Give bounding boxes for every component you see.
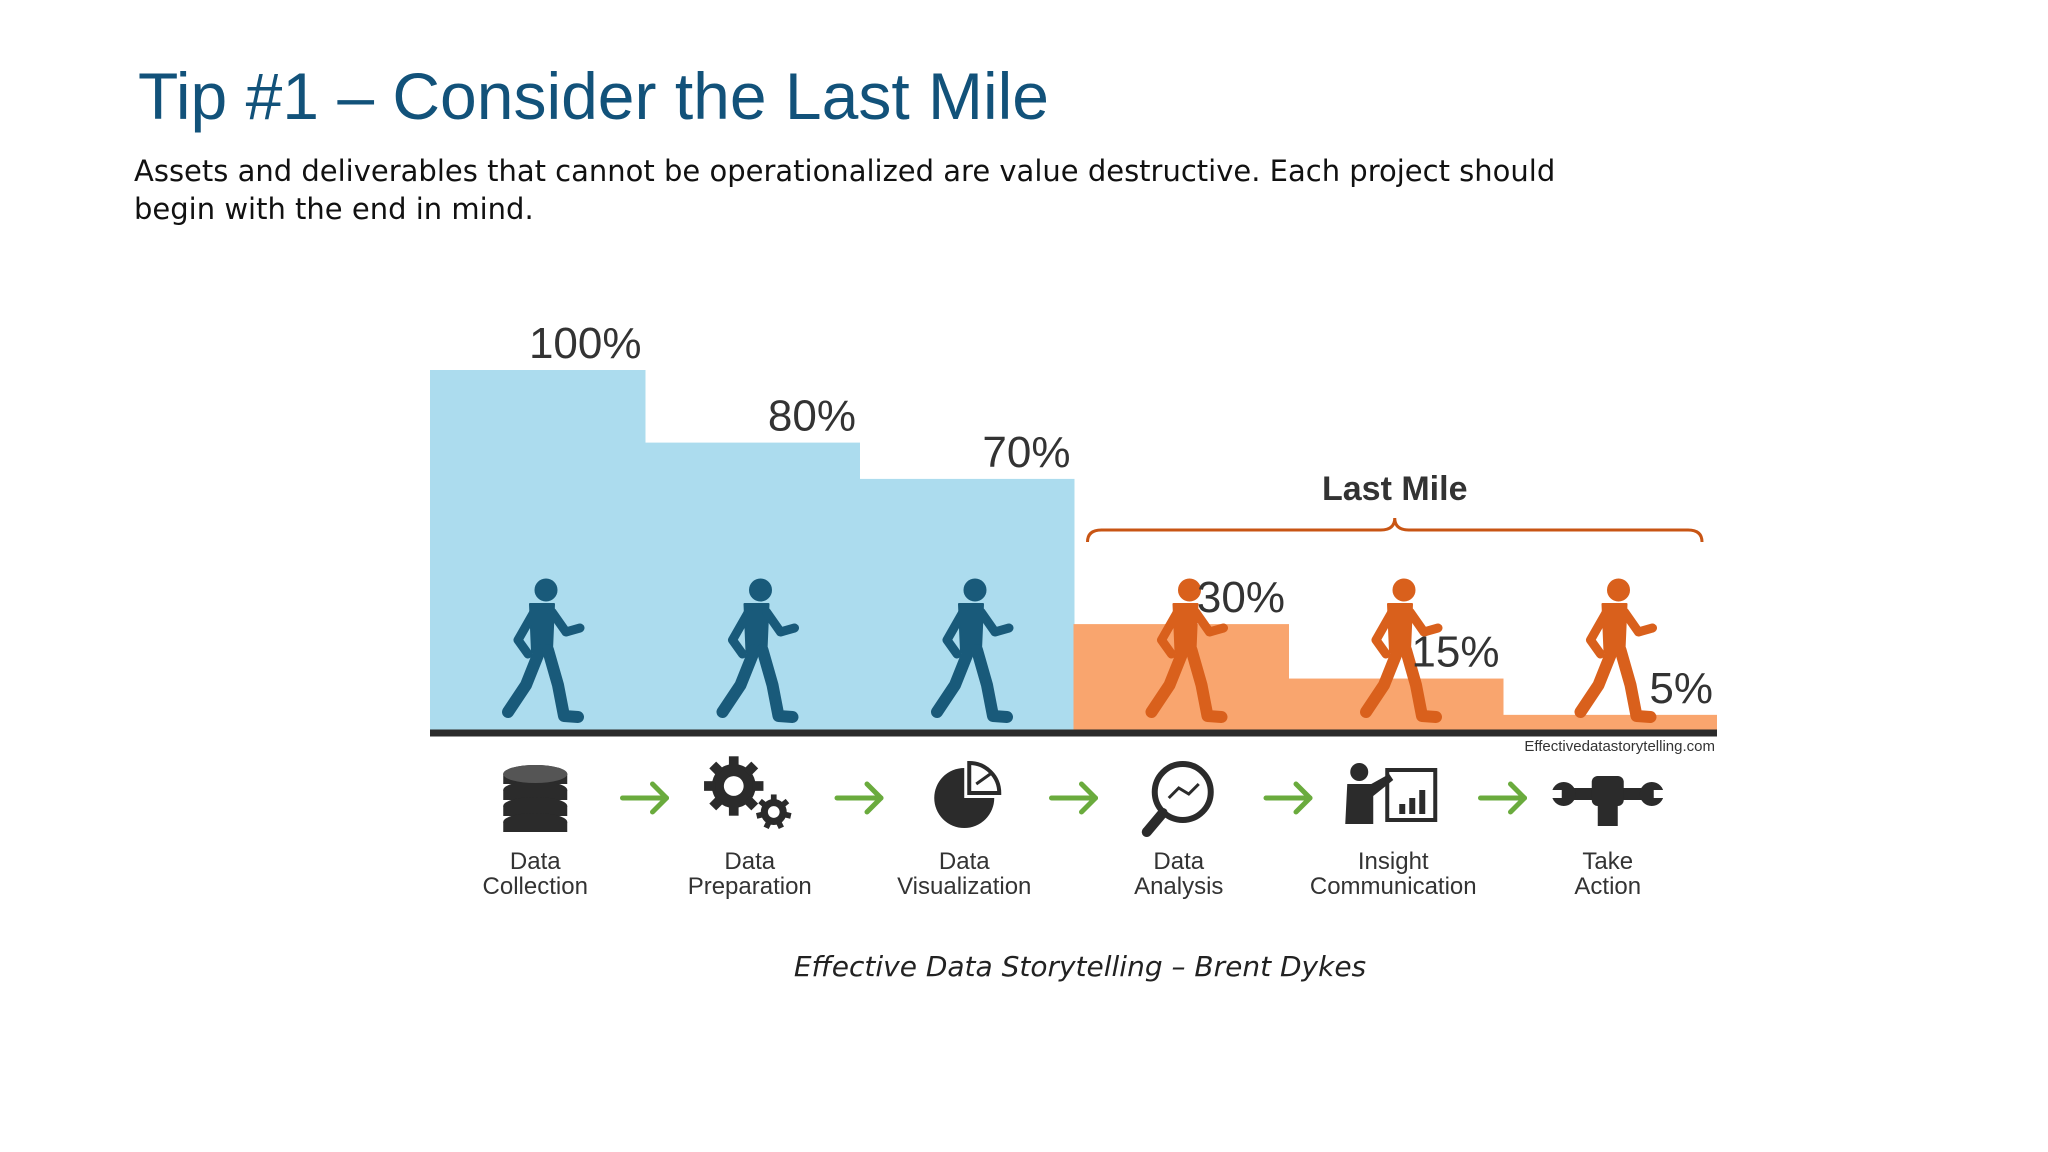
category-label-4: Data Analysis bbox=[1134, 848, 1223, 900]
category-label-3: Data Visualization bbox=[897, 848, 1031, 900]
runner-figure-2 bbox=[716, 578, 799, 723]
category-label-line: Action bbox=[1574, 873, 1641, 900]
runner-figure-5 bbox=[1360, 578, 1443, 723]
category-label-line: Insight bbox=[1358, 848, 1429, 875]
category-label-line: Visualization bbox=[897, 873, 1031, 900]
bars-layer bbox=[430, 370, 1717, 733]
slide-subtitle: Assets and deliverables that cannot be o… bbox=[134, 154, 1556, 226]
last-mile-bracket bbox=[1086, 517, 1704, 543]
runner-figure-3 bbox=[931, 578, 1014, 723]
icons-layer bbox=[503, 756, 1666, 837]
category-label-line: Collection bbox=[483, 873, 588, 900]
category-label-line: Data bbox=[724, 848, 775, 875]
arrow-right-icon bbox=[1478, 781, 1527, 815]
arrow-right-icon bbox=[620, 781, 669, 815]
category-label-line: Data bbox=[1153, 848, 1204, 875]
value-label-2: 80% bbox=[768, 392, 856, 441]
value-label-4: 30% bbox=[1197, 573, 1285, 622]
category-label-6: Take Action bbox=[1574, 848, 1641, 900]
value-label-6: 5% bbox=[1649, 664, 1713, 713]
arrow-right-icon bbox=[834, 781, 884, 815]
value-label-1: 100% bbox=[529, 319, 642, 368]
category-label-line: Analysis bbox=[1134, 873, 1223, 900]
value-labels-layer: 100% 80% 70% 30% 15% 5% bbox=[529, 319, 1713, 713]
presenter-icon bbox=[1345, 763, 1438, 824]
category-label-2: Data Preparation bbox=[688, 848, 812, 900]
arrows-layer bbox=[620, 781, 1527, 815]
value-label-5: 15% bbox=[1411, 628, 1499, 677]
category-label-line: Data bbox=[510, 848, 561, 875]
bar-6 bbox=[1502, 714, 1717, 733]
slide-title: Tip #1 – Consider the Last Mile bbox=[138, 59, 1050, 133]
category-label-line: Take bbox=[1582, 848, 1633, 875]
category-label-1: Data Collection bbox=[483, 848, 588, 900]
gears-icon bbox=[704, 756, 792, 830]
runner-figure-6 bbox=[1574, 578, 1657, 723]
category-label-5: Insight Communication bbox=[1310, 848, 1477, 900]
runner-figure-1 bbox=[502, 578, 585, 723]
bracket-path bbox=[1086, 517, 1704, 543]
value-label-3: 70% bbox=[982, 428, 1070, 477]
bar-1 bbox=[430, 370, 646, 733]
source-caption: Effective Data Storytelling – Brent Dyke… bbox=[793, 950, 1367, 983]
category-label-line: Data bbox=[939, 848, 990, 875]
magnifier-icon bbox=[1141, 761, 1214, 837]
watermark-text: Effectivedatastorytelling.com bbox=[1524, 738, 1715, 755]
category-label-line: Preparation bbox=[688, 873, 812, 900]
arrow-right-icon bbox=[1049, 781, 1098, 815]
database-icon bbox=[503, 765, 568, 832]
wrench-fist-icon bbox=[1549, 776, 1666, 826]
runners-layer bbox=[502, 578, 1657, 723]
bar-5 bbox=[1288, 678, 1504, 733]
pie-chart-icon bbox=[934, 760, 1002, 829]
arrow-right-icon bbox=[1263, 781, 1313, 815]
last-mile-label: Last Mile bbox=[1322, 470, 1467, 508]
category-label-line: Communication bbox=[1310, 873, 1477, 900]
runner-figure-4 bbox=[1145, 578, 1228, 723]
